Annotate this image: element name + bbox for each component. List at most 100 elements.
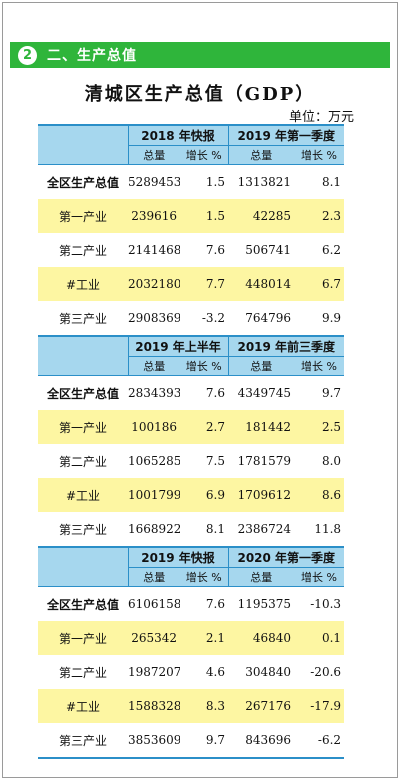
cell-growth: 2.7 — [180, 410, 229, 444]
cell-total: 1001799 — [128, 478, 180, 512]
table-row: 全区生产总值 5289453 1.5 1313821 8.1 — [38, 165, 344, 200]
cell-growth: -3.2 — [201, 311, 226, 325]
cell-total: 181442 — [228, 410, 295, 444]
cell-total: 506741 — [245, 243, 292, 257]
header-blank — [38, 336, 128, 357]
cell-growth: 7.5 — [205, 454, 226, 468]
cell-total: 3853609 — [128, 733, 180, 747]
column-header-growth: 增长 % — [294, 145, 345, 165]
column-header-growth: 增长 % — [180, 567, 229, 587]
cell-total: 448014 — [228, 267, 295, 301]
cell-growth: 9.7 — [205, 733, 226, 747]
cell-total: 1709612 — [228, 478, 295, 512]
row-label: 第三产业 — [58, 522, 107, 537]
period-label: 2019 年前三季度 — [227, 336, 345, 357]
cell-growth: 7.7 — [180, 267, 229, 301]
measure-header-row: 总量 增长 % 总量 增长 % — [38, 356, 345, 376]
cell-total: 1195375 — [237, 597, 292, 611]
table-row: 第一产业 100186 2.7 181442 2.5 — [38, 410, 345, 444]
period-label: 2020 年第一季度 — [227, 547, 345, 568]
cell-total: 4349745 — [237, 386, 292, 400]
period-header-row: 2019 年上半年 2019 年前三季度 — [38, 336, 345, 357]
row-label: #工业 — [38, 267, 128, 301]
period-label: 2019 年快报 — [127, 547, 229, 568]
cell-growth: -20.6 — [310, 665, 342, 679]
row-label: 全区生产总值 — [46, 386, 119, 401]
cell-growth: 7.6 — [205, 243, 226, 257]
table-row: 第二产业 2141468 7.6 506741 6.2 — [38, 233, 344, 267]
table-row: 第三产业 1668922 8.1 2386724 11.8 — [38, 512, 344, 547]
column-header-growth: 增长 % — [294, 356, 345, 376]
cell-total: 1781579 — [237, 454, 292, 468]
cell-growth: -17.9 — [294, 689, 345, 723]
row-label: #工业 — [38, 689, 128, 723]
gdp-table: 2018 年快报 2019 年第一季度 总量 增长 % 总量 增长 % 全区生产总值 5289… — [38, 124, 345, 759]
cell-growth: 7.6 — [205, 386, 226, 400]
cell-total: 6106158 — [128, 597, 180, 611]
row-label: #工业 — [38, 478, 128, 512]
cell-total: 764796 — [245, 311, 292, 325]
cell-total: 239616 — [128, 199, 180, 233]
cell-total: 2834393 — [128, 386, 180, 400]
cell-growth: 6.7 — [294, 267, 345, 301]
table-row: 全区生产总值 2834393 7.6 4349745 9.7 — [38, 376, 344, 411]
cell-growth: 1.5 — [205, 175, 226, 189]
cell-total: 2141468 — [128, 243, 180, 257]
cell-growth: 8.0 — [321, 454, 342, 468]
column-header-total: 总量 — [227, 145, 295, 165]
unit-label: 单位：万元 — [288, 110, 354, 125]
cell-total: 1987207 — [128, 665, 180, 679]
section-title: 二、生产总值 — [47, 48, 137, 64]
cell-total: 1588328 — [128, 689, 180, 723]
cell-total: 100186 — [128, 410, 180, 444]
header-blank — [38, 356, 128, 376]
cell-total: 304840 — [245, 665, 292, 679]
cell-growth: 2.1 — [180, 621, 229, 655]
header-blank — [38, 567, 128, 587]
row-label: 第一产业 — [38, 621, 128, 655]
table-row: #工业 1588328 8.3 267176 -17.9 — [38, 689, 345, 723]
row-label: 全区生产总值 — [46, 597, 119, 612]
table-row: 第三产业 3853609 9.7 843696 -6.2 — [38, 723, 345, 758]
cell-growth: 0.1 — [294, 621, 345, 655]
period-header-row: 2019 年快报 2020 年第一季度 — [38, 547, 345, 568]
cell-total: 46840 — [228, 621, 295, 655]
column-header-total: 总量 — [127, 145, 180, 165]
measure-header-row: 总量 增长 % 总量 增长 % — [38, 145, 345, 165]
row-label: 第三产业 — [58, 311, 107, 326]
cell-growth: 6.2 — [321, 243, 342, 257]
cell-total: 2908369 — [128, 311, 180, 325]
gdp-table-wrapper: 2018 年快报 2019 年第一季度 总量 增长 % 总量 增长 % 全区生产总值 5289… — [38, 124, 345, 759]
section-header: 2 二、生产总值 — [10, 42, 390, 68]
period-label: 2018 年快报 — [127, 125, 229, 146]
cell-growth: 8.1 — [321, 175, 342, 189]
cell-growth: 8.6 — [294, 478, 345, 512]
row-label: 第一产业 — [38, 199, 128, 233]
column-header-growth: 增长 % — [180, 356, 229, 376]
header-blank — [38, 547, 128, 568]
table-row: 全区生产总值 6106158 7.6 1195375 -10.3 — [38, 587, 344, 622]
cell-growth: 8.3 — [180, 689, 229, 723]
cell-growth: -6.2 — [317, 733, 342, 747]
cell-growth: 2.3 — [294, 199, 345, 233]
row-label: 第一产业 — [38, 410, 128, 444]
row-label: 第三产业 — [58, 733, 107, 748]
column-header-growth: 增长 % — [294, 567, 345, 587]
row-label: 第二产业 — [58, 243, 107, 258]
table-row: #工业 2032180 7.7 448014 6.7 — [38, 267, 345, 301]
cell-growth: 1.5 — [180, 199, 229, 233]
period-label: 2019 年上半年 — [127, 336, 229, 357]
column-header-total: 总量 — [227, 567, 295, 587]
period-label: 2019 年第一季度 — [227, 125, 345, 146]
cell-growth: 7.6 — [205, 597, 226, 611]
cell-total: 265342 — [128, 621, 180, 655]
table-row: #工业 1001799 6.9 1709612 8.6 — [38, 478, 345, 512]
period-header-row: 2018 年快报 2019 年第一季度 — [38, 125, 345, 146]
cell-total: 1313821 — [237, 175, 292, 189]
table-row: 第二产业 1987207 4.6 304840 -20.6 — [38, 655, 344, 689]
cell-total: 2386724 — [237, 522, 292, 536]
header-blank — [38, 125, 128, 146]
row-label: 全区生产总值 — [46, 175, 119, 190]
cell-total: 267176 — [228, 689, 295, 723]
